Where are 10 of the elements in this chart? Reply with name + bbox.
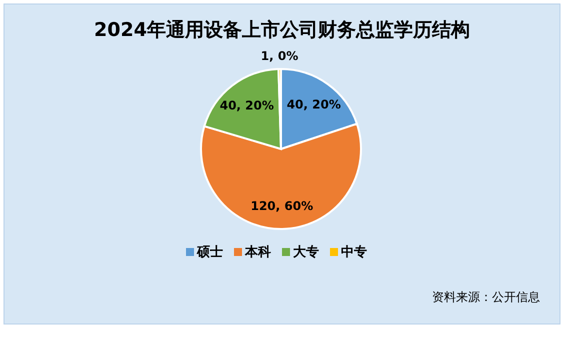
data-label: 120, 60% — [250, 198, 314, 213]
data-label: 40, 20% — [220, 98, 274, 113]
data-label: 40, 20% — [286, 98, 341, 112]
data-label: 1, 0% — [260, 49, 298, 64]
chart-title: 2024年通用设备上市公司财务总监学历结构 — [94, 19, 470, 41]
legend-label: 硕士 — [196, 245, 223, 260]
text: 资料来源：公开信息 — [432, 290, 540, 304]
legend-label: 本科 — [244, 245, 271, 260]
legend-label: 中专 — [341, 244, 367, 260]
legend-label: 大专 — [293, 244, 319, 260]
